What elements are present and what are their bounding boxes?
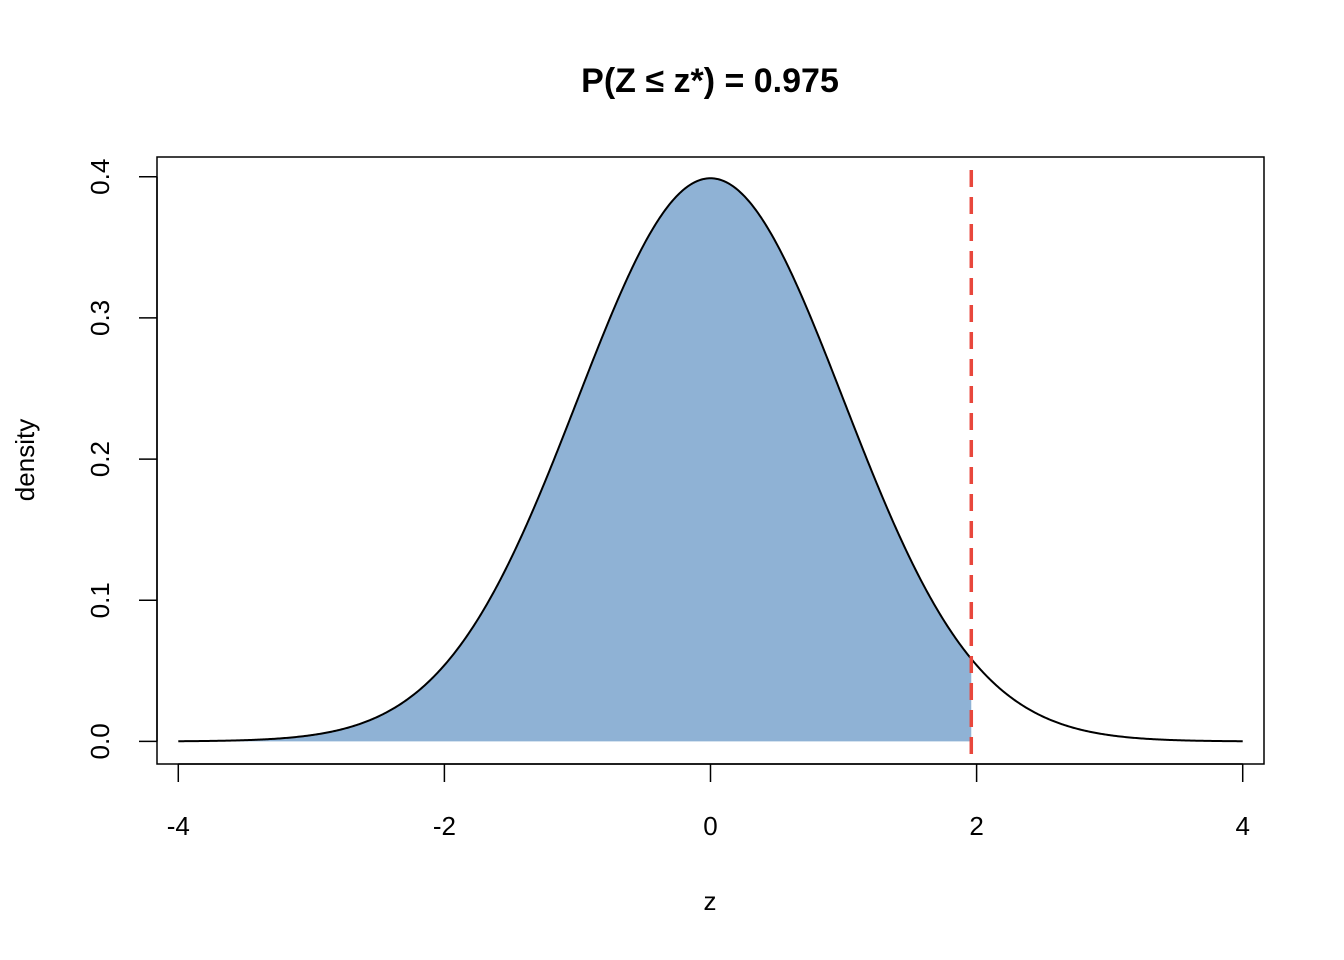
x-tick-label: 4 (1235, 811, 1249, 841)
y-tick-label: 0.4 (85, 159, 115, 195)
y-tick-label: 0.0 (85, 723, 115, 759)
x-tick-label: 0 (703, 811, 717, 841)
y-axis: 0.0 0.1 0.2 0.3 0.4 (85, 159, 158, 759)
density-curve (178, 177, 1243, 743)
x-tick-label: 2 (969, 811, 983, 841)
chart-title: P(Z ≤ z*) = 0.975 (581, 62, 839, 100)
y-axis-label: density (10, 419, 40, 501)
plot-area (178, 170, 1243, 764)
x-axis-label: z (704, 886, 717, 916)
x-tick-label: -2 (433, 811, 456, 841)
y-tick-label: 0.1 (85, 582, 115, 618)
shaded-area (178, 178, 972, 742)
y-tick-label: 0.3 (85, 300, 115, 336)
y-tick-label: 0.2 (85, 441, 115, 477)
x-axis: -4 -2 0 2 4 (167, 763, 1250, 841)
x-tick-label: -4 (167, 811, 190, 841)
